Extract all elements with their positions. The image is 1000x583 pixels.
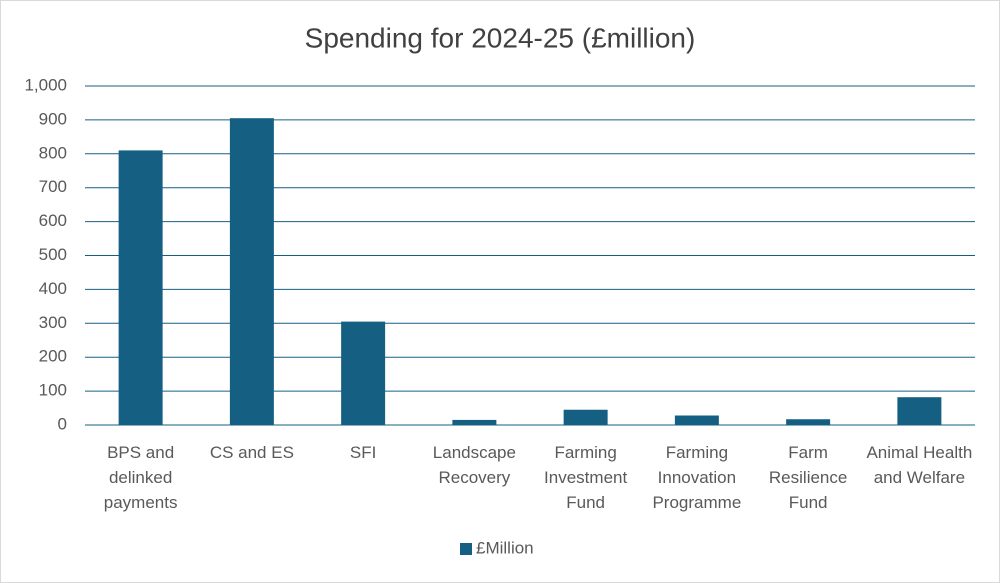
y-tick-label: 900	[39, 109, 67, 128]
bar	[452, 419, 497, 425]
y-tick-label: 300	[39, 313, 67, 332]
y-tick-label: 0	[58, 414, 67, 433]
x-tick-label: BPS and delinked payments	[103, 443, 178, 512]
y-tick-label: 500	[39, 245, 67, 264]
y-tick-label: 700	[39, 177, 67, 196]
y-tick-label: 200	[39, 347, 67, 366]
bar	[786, 419, 831, 425]
bar	[229, 118, 274, 425]
x-tick-label: SFI	[349, 443, 377, 462]
x-tick-label: Farming Investment Fund	[544, 443, 628, 512]
bar	[341, 321, 386, 425]
y-tick-label: 1,000	[24, 75, 67, 94]
x-tick-label: CS and ES	[209, 443, 294, 462]
y-tick-label: 600	[39, 211, 67, 230]
y-tick-label: 400	[39, 279, 67, 298]
bar	[118, 150, 163, 425]
x-tick-label: Animal Health and Welfare	[866, 443, 973, 487]
x-tick-label: Farm Resilience Fund	[768, 443, 848, 512]
bar	[674, 415, 719, 425]
bar	[897, 397, 942, 425]
bar	[563, 409, 608, 425]
legend-label: £Million	[476, 538, 534, 557]
y-tick-label: 100	[39, 381, 67, 400]
y-tick-label: 800	[39, 143, 67, 162]
chart-title: Spending for 2024-25 (£million)	[305, 22, 696, 53]
x-tick-label: Landscape Recovery	[432, 443, 516, 487]
x-tick-label: Farming Innovation Programme	[652, 443, 742, 512]
legend-swatch	[460, 543, 472, 555]
